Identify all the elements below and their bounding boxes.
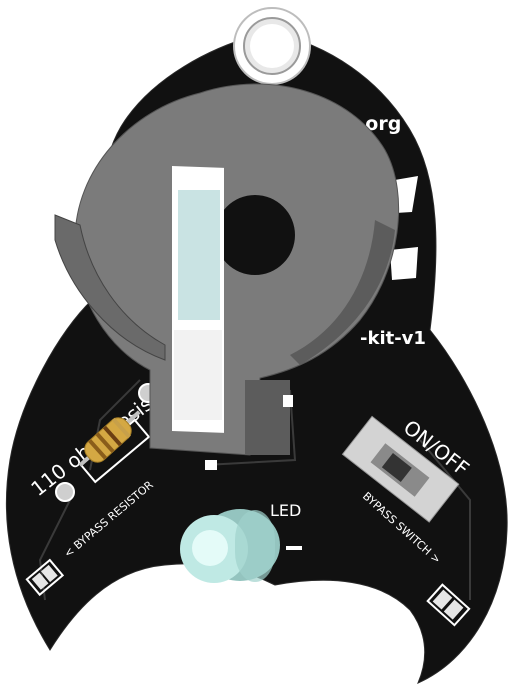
resistor-pad bbox=[55, 482, 75, 502]
pad bbox=[283, 395, 293, 407]
version-text: -kit-v1 bbox=[360, 328, 426, 349]
led-label: LED bbox=[270, 501, 301, 520]
slide-switch bbox=[341, 415, 460, 523]
resistor-component bbox=[78, 410, 141, 467]
coin-cell-holder-icon bbox=[54, 83, 400, 456]
bypass-resistor-pads bbox=[25, 558, 65, 597]
led-silk-mark bbox=[286, 546, 302, 550]
pad bbox=[205, 460, 217, 470]
led-component bbox=[180, 509, 280, 583]
keyring-hole-icon bbox=[233, 7, 311, 85]
bypass-switch-pads bbox=[426, 583, 471, 627]
battery-clip bbox=[172, 166, 224, 433]
